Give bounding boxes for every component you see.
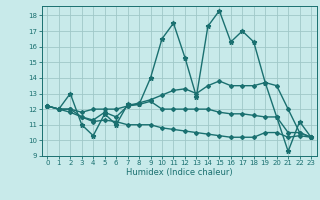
X-axis label: Humidex (Indice chaleur): Humidex (Indice chaleur): [126, 168, 233, 177]
